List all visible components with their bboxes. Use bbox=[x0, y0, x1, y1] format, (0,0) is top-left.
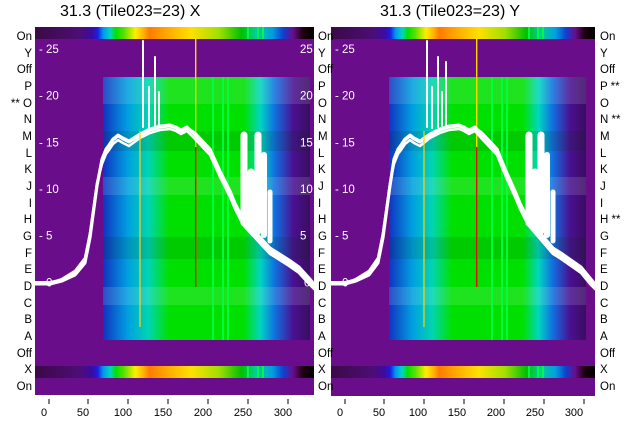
svg-text:- 25: - 25 bbox=[335, 44, 355, 56]
svg-text:- 10: - 10 bbox=[39, 184, 59, 196]
svg-text:15: 15 bbox=[300, 137, 313, 149]
svg-text:20: 20 bbox=[300, 91, 313, 103]
svg-text:- 5: - 5 bbox=[39, 231, 52, 243]
svg-text:- 10: - 10 bbox=[335, 184, 355, 196]
svg-text:- 0: - 0 bbox=[335, 277, 348, 289]
svg-text:- 5: - 5 bbox=[335, 231, 348, 243]
svg-text:0: 0 bbox=[304, 277, 310, 289]
svg-text:- 25: - 25 bbox=[39, 44, 59, 56]
svg-text:5: 5 bbox=[300, 231, 306, 243]
svg-text:25: 25 bbox=[300, 44, 313, 56]
svg-text:10: 10 bbox=[300, 184, 313, 196]
svg-text:- 0: - 0 bbox=[39, 277, 52, 289]
svg-text:- 20: - 20 bbox=[335, 91, 355, 103]
svg-text:- 20: - 20 bbox=[39, 91, 59, 103]
svg-text:- 15: - 15 bbox=[39, 137, 59, 149]
svg-text:- 15: - 15 bbox=[335, 137, 355, 149]
